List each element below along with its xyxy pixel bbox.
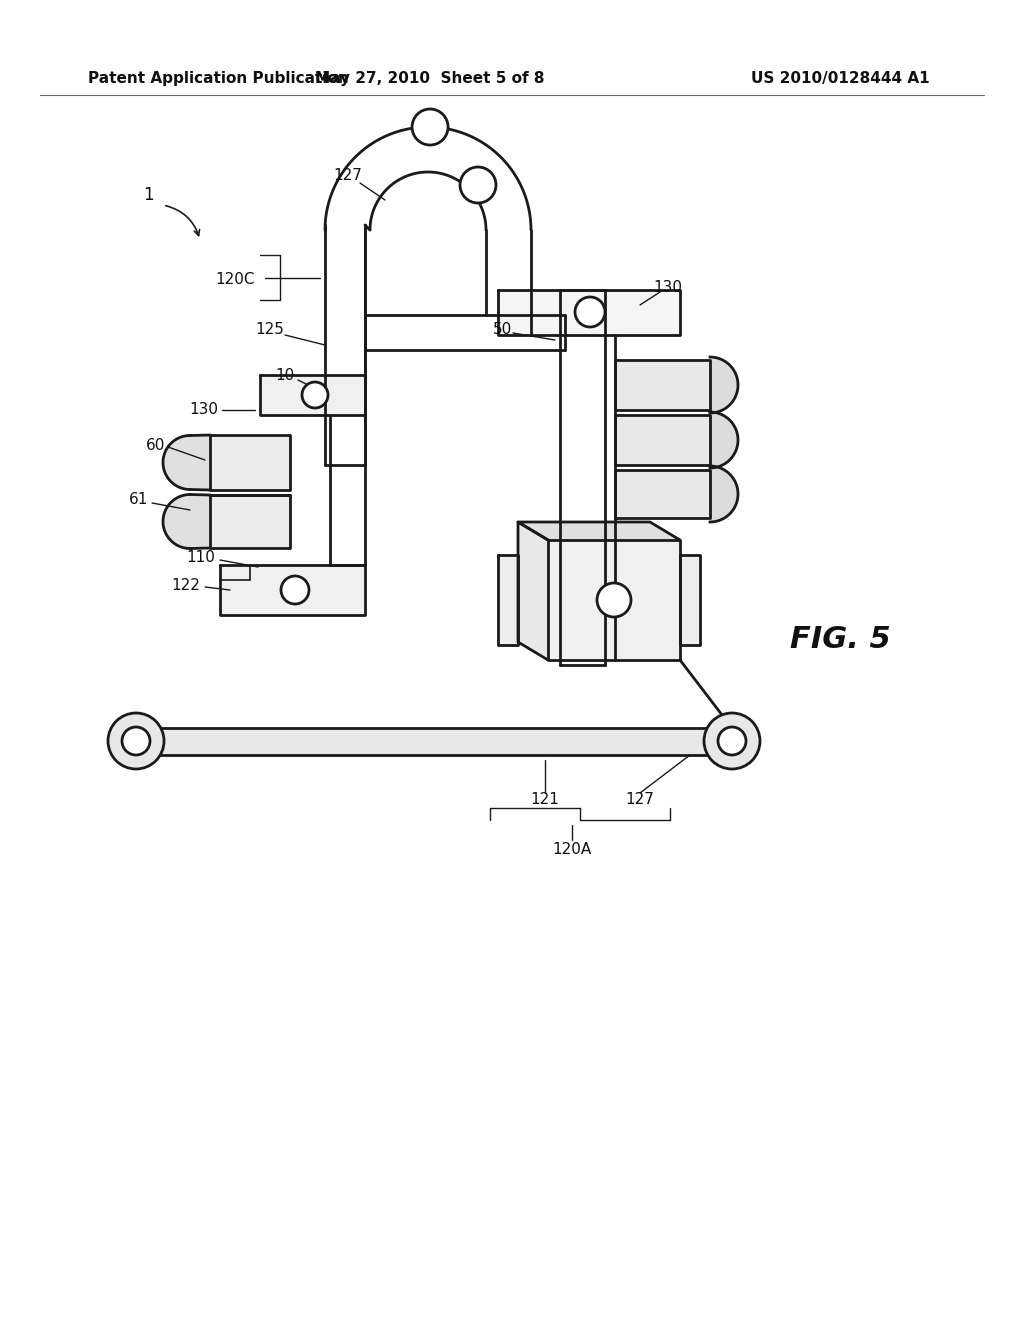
Text: 1: 1 [142, 186, 154, 205]
Circle shape [597, 583, 631, 616]
Polygon shape [220, 565, 365, 615]
Text: 127: 127 [626, 792, 654, 808]
Circle shape [460, 168, 496, 203]
Circle shape [575, 297, 605, 327]
Text: 50: 50 [494, 322, 513, 338]
Polygon shape [680, 554, 700, 645]
Polygon shape [210, 436, 290, 490]
Text: US 2010/0128444 A1: US 2010/0128444 A1 [751, 70, 930, 86]
Text: 122: 122 [171, 578, 200, 593]
Polygon shape [163, 436, 210, 490]
Polygon shape [260, 375, 365, 414]
Polygon shape [710, 412, 738, 469]
Polygon shape [615, 414, 710, 465]
Polygon shape [163, 495, 210, 549]
Circle shape [718, 727, 746, 755]
Polygon shape [210, 495, 290, 548]
Polygon shape [615, 470, 710, 517]
Text: 125: 125 [256, 322, 285, 338]
Text: 127: 127 [334, 168, 362, 182]
Text: FIG. 5: FIG. 5 [790, 626, 891, 655]
Polygon shape [158, 729, 710, 755]
Polygon shape [518, 521, 548, 660]
Circle shape [122, 727, 150, 755]
Text: 110: 110 [186, 550, 215, 565]
Text: Patent Application Publication: Patent Application Publication [88, 70, 349, 86]
Text: 61: 61 [129, 492, 148, 507]
Polygon shape [518, 521, 680, 540]
Polygon shape [498, 554, 518, 645]
Text: 120C: 120C [215, 272, 255, 288]
Circle shape [108, 713, 164, 770]
Polygon shape [710, 356, 738, 413]
Polygon shape [498, 290, 680, 335]
Text: 130: 130 [189, 403, 218, 417]
Circle shape [705, 713, 760, 770]
Text: 121: 121 [530, 792, 559, 808]
Text: 60: 60 [145, 437, 165, 453]
Text: 130: 130 [653, 281, 683, 296]
Text: 10: 10 [275, 367, 295, 383]
Text: 120A: 120A [552, 842, 592, 858]
Circle shape [412, 110, 449, 145]
Polygon shape [710, 466, 738, 521]
Text: May 27, 2010  Sheet 5 of 8: May 27, 2010 Sheet 5 of 8 [315, 70, 545, 86]
Polygon shape [548, 540, 680, 660]
Circle shape [302, 381, 328, 408]
Circle shape [281, 576, 309, 605]
Polygon shape [615, 360, 710, 411]
